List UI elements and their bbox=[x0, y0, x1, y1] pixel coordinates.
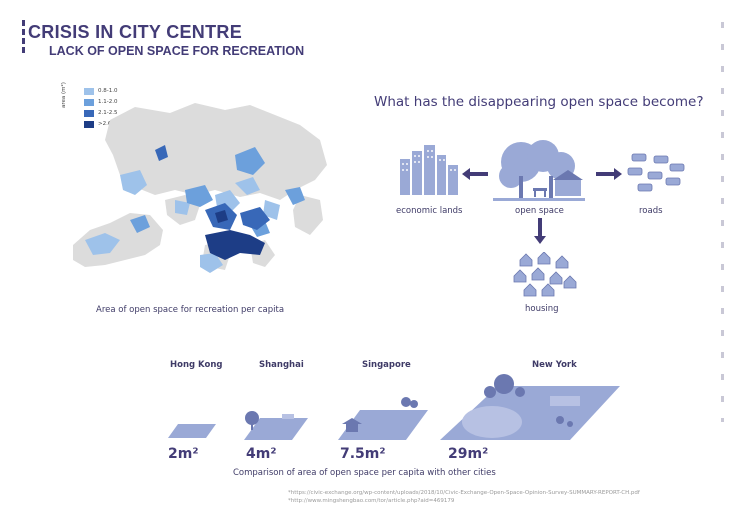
decorative-dashed-line bbox=[721, 22, 724, 422]
shanghai-open-space-tile bbox=[244, 411, 308, 440]
value-singapore: 7.5m² bbox=[340, 446, 386, 462]
arrow-right-icon bbox=[596, 168, 622, 180]
comparison-caption: Comparison of area of open space per cap… bbox=[233, 468, 496, 478]
city-name-shanghai: Shanghai bbox=[259, 360, 304, 370]
legend-label-4: >2.6 bbox=[98, 121, 112, 127]
page-title: CRISIS IN CITY CENTRE bbox=[28, 22, 242, 42]
page-subtitle: LACK OF OPEN SPACE FOR RECREATION bbox=[49, 44, 305, 58]
city-name-hong-kong: Hong Kong bbox=[170, 360, 223, 370]
label-roads: roads bbox=[639, 206, 663, 216]
legend-swatch-2 bbox=[84, 99, 94, 106]
header-accent-bar bbox=[22, 20, 25, 54]
flow-question: What has the disappearing open space bec… bbox=[374, 94, 704, 110]
singapore-open-space-tile bbox=[338, 397, 428, 440]
legend-swatch-3 bbox=[84, 110, 94, 117]
new-york-open-space-tile bbox=[440, 374, 620, 440]
map-legend: area (m²) 0.8-1.0 1.1-2.0 2.1-2.5 >2.6 bbox=[61, 82, 133, 133]
legend-swatch-1 bbox=[84, 88, 94, 95]
label-economic-lands: economic lands bbox=[396, 206, 463, 216]
value-shanghai: 4m² bbox=[246, 446, 277, 462]
arrow-down-icon bbox=[534, 218, 546, 244]
value-new-york: 29m² bbox=[448, 446, 489, 462]
label-open-space: open space bbox=[515, 206, 564, 216]
arrow-left-icon bbox=[462, 168, 488, 180]
city-name-singapore: Singapore bbox=[362, 360, 411, 370]
legend-label-1: 0.8-1.0 bbox=[98, 88, 118, 94]
buildings-icon bbox=[400, 145, 458, 195]
label-housing: housing bbox=[525, 304, 559, 314]
map-caption: Area of open space for recreation per ca… bbox=[96, 305, 285, 315]
houses-icon bbox=[513, 252, 577, 297]
source-link-1[interactable]: *https://civic-exchange.org/wp-content/u… bbox=[288, 490, 640, 496]
value-hong-kong: 2m² bbox=[168, 446, 199, 462]
legend-label-3: 2.1-2.5 bbox=[98, 110, 118, 116]
legend-swatch-4 bbox=[84, 121, 94, 128]
city-name-new-york: New York bbox=[532, 360, 577, 370]
legend-label-2: 1.1-2.0 bbox=[98, 99, 118, 105]
sources: *https://civic-exchange.org/wp-content/u… bbox=[288, 489, 640, 505]
source-link-2[interactable]: *http://www.mingshengbao.com/tor/article… bbox=[288, 498, 455, 504]
hong-kong-map bbox=[73, 103, 327, 273]
hong-kong-open-space-tile bbox=[168, 424, 216, 438]
park-icon bbox=[493, 140, 585, 201]
cars-icon bbox=[627, 153, 685, 192]
